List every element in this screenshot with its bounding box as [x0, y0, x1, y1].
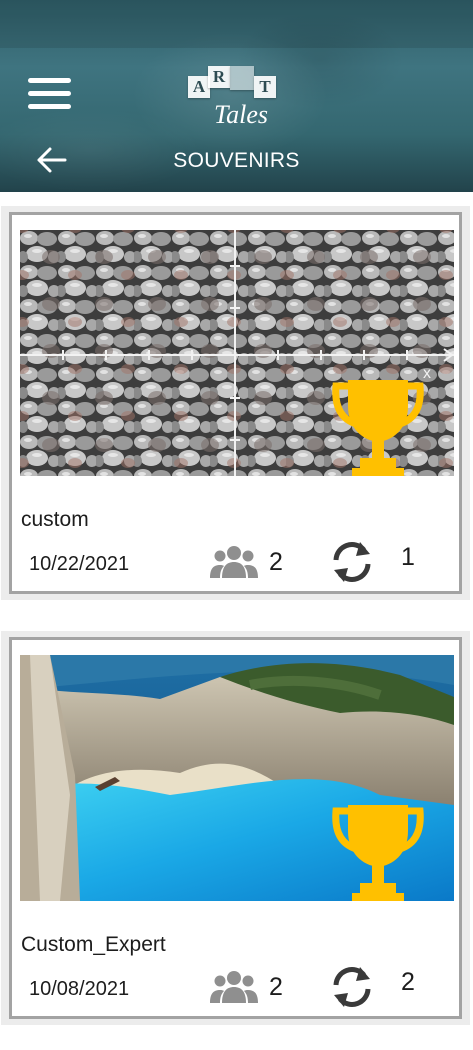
art-tales-logo: A R T Tales	[186, 64, 290, 144]
hamburger-icon[interactable]	[28, 76, 72, 112]
gravel-image: x	[20, 230, 454, 476]
souvenir-photo-beach	[20, 655, 454, 901]
logo-tile: R	[208, 66, 230, 88]
souvenir-date: 10/08/2021	[29, 978, 130, 1000]
souvenir-card[interactable]: x custom 10/22/2021 2	[1, 206, 470, 600]
page-title: SOUVENIRS	[173, 149, 300, 172]
trophy-icon	[332, 805, 424, 901]
arrow-left-icon[interactable]	[36, 146, 68, 174]
souvenir-name: custom	[21, 508, 89, 531]
players-count: 2	[269, 973, 283, 1001]
refresh-cycle-icon	[333, 542, 371, 582]
refresh-cycle-icon	[333, 967, 371, 1007]
souvenir-name: Custom_Expert	[21, 933, 166, 956]
souvenir-card[interactable]: Custom_Expert 10/08/2021 2 2	[1, 631, 470, 1025]
logo-tile: A	[188, 76, 210, 98]
card-frame: x custom 10/22/2021 2	[9, 212, 462, 594]
rounds-count: 2	[401, 968, 415, 996]
players-count: 2	[269, 548, 283, 576]
trophy-icon	[332, 380, 424, 476]
logo-tile: T	[254, 76, 276, 98]
souvenir-date: 10/22/2021	[29, 553, 130, 575]
status-bar-area	[0, 0, 473, 48]
card-frame: Custom_Expert 10/08/2021 2 2	[9, 637, 462, 1019]
rounds-count: 1	[401, 543, 415, 571]
group-users-icon	[210, 971, 258, 1003]
header-background	[0, 0, 473, 192]
logo-word: Tales	[214, 100, 268, 129]
souvenir-photo-gravel: x	[20, 230, 454, 476]
group-users-icon	[210, 546, 258, 578]
app-header: A R T Tales SOUVENIRS	[0, 0, 473, 192]
axis-x-label: x	[423, 365, 431, 382]
logo-tile	[230, 66, 254, 90]
beach-image	[20, 655, 454, 901]
